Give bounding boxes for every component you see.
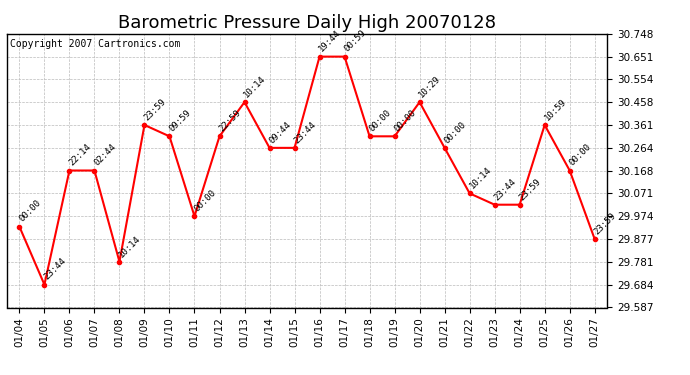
Text: 22:14: 22:14 bbox=[67, 142, 92, 168]
Text: 23:59: 23:59 bbox=[593, 211, 618, 236]
Text: 10:59: 10:59 bbox=[542, 97, 568, 122]
Text: 23:59: 23:59 bbox=[142, 97, 168, 122]
Text: 23:44: 23:44 bbox=[493, 177, 518, 202]
Text: 23:44: 23:44 bbox=[42, 256, 68, 282]
Text: 00:00: 00:00 bbox=[367, 108, 393, 134]
Text: 00:59: 00:59 bbox=[342, 28, 368, 54]
Text: 00:00: 00:00 bbox=[193, 188, 217, 213]
Text: 23:44: 23:44 bbox=[293, 120, 317, 145]
Title: Barometric Pressure Daily High 20070128: Barometric Pressure Daily High 20070128 bbox=[118, 14, 496, 32]
Text: 00:00: 00:00 bbox=[17, 198, 43, 224]
Text: 09:44: 09:44 bbox=[267, 120, 293, 145]
Text: 09:59: 09:59 bbox=[167, 108, 193, 134]
Text: 00:00: 00:00 bbox=[393, 108, 417, 134]
Text: 02:44: 02:44 bbox=[92, 142, 117, 168]
Text: 10:14: 10:14 bbox=[242, 74, 268, 99]
Text: 19:44: 19:44 bbox=[317, 28, 343, 54]
Text: 00:00: 00:00 bbox=[442, 120, 468, 145]
Text: 00:00: 00:00 bbox=[567, 142, 593, 168]
Text: 10:14: 10:14 bbox=[117, 234, 143, 259]
Text: 10:29: 10:29 bbox=[417, 74, 443, 99]
Text: 23:59: 23:59 bbox=[518, 177, 543, 202]
Text: 10:14: 10:14 bbox=[467, 165, 493, 190]
Text: 22:59: 22:59 bbox=[217, 108, 243, 134]
Text: Copyright 2007 Cartronics.com: Copyright 2007 Cartronics.com bbox=[10, 39, 180, 49]
